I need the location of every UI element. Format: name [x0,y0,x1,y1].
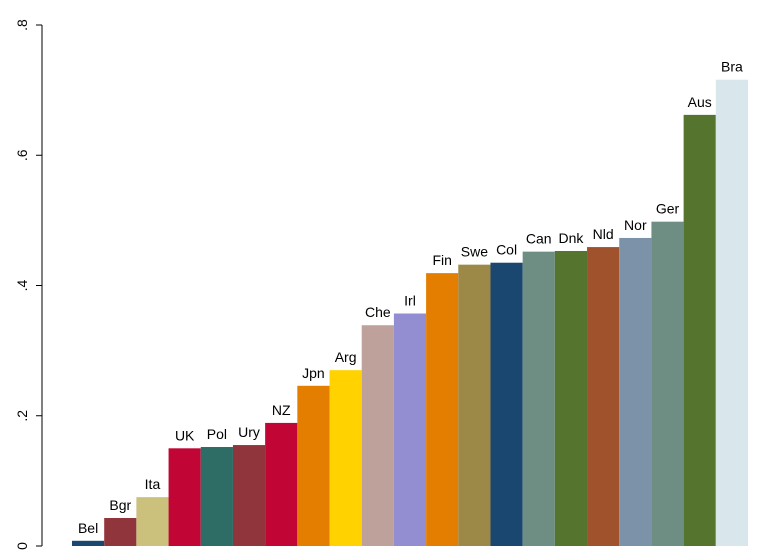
bar [490,262,523,546]
bar-label: Can [526,231,552,247]
bar-label: Arg [335,349,357,365]
bar-label: Dnk [558,230,584,246]
y-tick-label: .8 [14,19,30,31]
bar-label: UK [175,427,195,443]
bar-label: Nor [624,217,647,233]
bar [458,264,491,546]
bar [651,221,684,547]
bar [200,447,233,546]
bar-label: Fin [432,252,451,268]
bar-label: Aus [688,94,712,110]
bar [554,250,588,546]
bar [522,251,555,546]
bar [361,325,394,546]
bar [265,422,298,546]
bar-label: Jpn [302,365,325,381]
bar [232,445,266,546]
bar-label: NZ [272,402,291,418]
bar [297,385,330,546]
bar [72,540,105,546]
bar [136,497,169,546]
y-tick-label: 0 [14,542,30,550]
bar [683,114,716,546]
y-tick-label: .6 [14,149,30,161]
bar-label: Ger [656,201,680,217]
bar [426,273,459,546]
y-tick-label: .2 [14,410,30,422]
y-tick-label: .4 [14,279,30,291]
bar-label: Ita [145,476,161,492]
bar [619,237,652,547]
bar-label: Pol [207,426,227,442]
bar-label: Bgr [109,497,131,513]
bar [329,370,362,546]
bar [587,247,620,547]
bar-label: Col [496,242,517,258]
bar [104,517,137,546]
bar-label: Bra [721,59,743,75]
bar-label: Swe [461,244,488,260]
bar-label: Irl [404,293,416,309]
bar-label: Nld [593,226,614,242]
bar [393,313,427,546]
bar [168,448,201,546]
bar [715,79,748,546]
bar-label: Ury [238,424,260,440]
bar-label: Che [365,304,391,320]
bar-label: Bel [78,520,98,536]
